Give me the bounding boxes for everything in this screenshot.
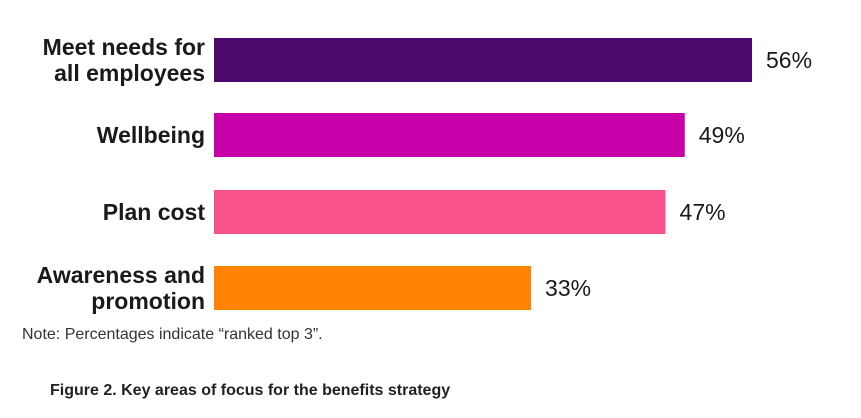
bar-chart: Meet needs for all employees 56% Wellbeing 4… xyxy=(37,34,812,314)
value-label-2: 49% xyxy=(699,122,745,148)
bar-2 xyxy=(214,113,685,157)
value-label-4: 33% xyxy=(545,275,591,301)
category-label-1: Meet needs for all employees xyxy=(43,34,205,86)
value-label-3: 47% xyxy=(680,199,726,225)
chart-note: Note: Percentages indicate “ranked top 3… xyxy=(22,326,323,343)
bar-4 xyxy=(214,266,532,310)
value-label-1: 56% xyxy=(766,47,812,73)
bar-3 xyxy=(214,190,666,234)
category-label-3: Plan cost xyxy=(103,199,206,225)
figure-caption: Figure 2. Key areas of focus for the ben… xyxy=(50,382,451,399)
bar-1 xyxy=(214,38,752,82)
category-label-2: Wellbeing xyxy=(97,122,205,148)
category-label-4: Awareness and promotion xyxy=(37,262,205,314)
